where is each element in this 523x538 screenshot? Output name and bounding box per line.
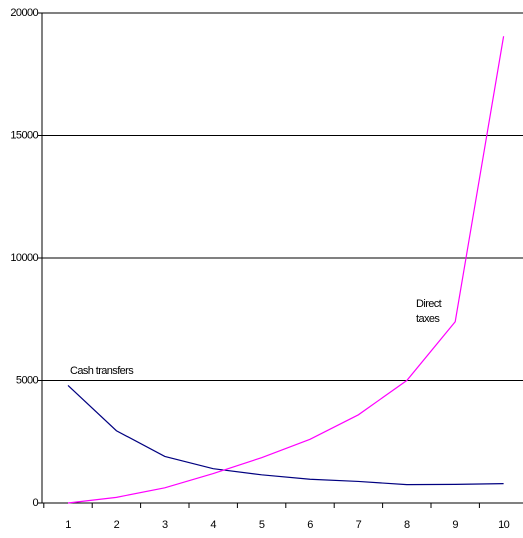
x-tick-label: 7 bbox=[356, 519, 362, 531]
x-tick-label: 1 bbox=[65, 519, 71, 531]
x-tick-label: 6 bbox=[307, 519, 313, 531]
x-tick-label: 2 bbox=[114, 519, 120, 531]
x-tick-label: 8 bbox=[404, 519, 410, 531]
y-tick-label: 10000 bbox=[10, 252, 38, 264]
series-line bbox=[67, 384, 504, 486]
series-annotation: Direct taxes bbox=[416, 298, 442, 325]
y-tick-label: 15000 bbox=[10, 129, 38, 141]
x-tick-label: 9 bbox=[452, 519, 458, 531]
y-tick-label: 20000 bbox=[10, 7, 38, 19]
x-tick-label: 10 bbox=[498, 519, 510, 531]
x-tick-label: 4 bbox=[210, 519, 216, 531]
x-tick-label: 5 bbox=[259, 519, 265, 531]
y-tick-label: 0 bbox=[32, 497, 38, 509]
x-tick-label: 3 bbox=[162, 519, 168, 531]
series-line bbox=[67, 36, 505, 504]
y-tick-label: 5000 bbox=[16, 374, 39, 386]
series-annotation: Cash transfers bbox=[70, 365, 134, 377]
